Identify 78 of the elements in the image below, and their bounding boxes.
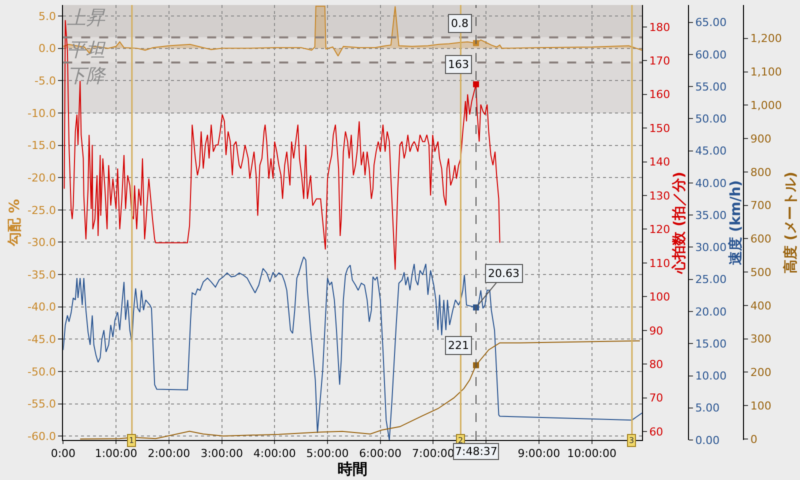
y2-tick-label: 150 (649, 122, 670, 135)
y2-tick-label: 80 (649, 358, 664, 371)
y-tick-label: 0 (750, 432, 758, 446)
y3-tick-label: 65.00 (695, 16, 727, 30)
y-tick-label: -60.0 (28, 430, 56, 443)
y-tick-label: -20.0 (28, 171, 56, 184)
x-axis-title: 時間 (338, 460, 368, 478)
x-tick-label: 10:00:00 (567, 447, 616, 460)
y-tick-label: -35.0 (28, 268, 56, 282)
y-tick-label: 500 (750, 266, 772, 279)
y3-tick-label: 30.00 (695, 241, 727, 254)
y-tick-label: 100 (750, 399, 772, 412)
y-tick-label: 200 (750, 366, 772, 380)
y2-tick-label: 160 (649, 88, 670, 102)
x-tick-label: 4:00:00 (253, 447, 296, 460)
y-tick-label: -50.0 (28, 365, 56, 378)
band-label: 下降 (67, 65, 107, 87)
y-tick-label: -10.0 (28, 106, 56, 120)
x-tick-label: 9:00:00 (518, 447, 560, 460)
y-tick-label: -55.0 (28, 398, 56, 411)
y2-tick-label: 90 (649, 324, 664, 338)
y2-tick-label: 130 (649, 189, 670, 202)
y2-tick-label: 70 (649, 392, 664, 405)
y3-tick-label: 10.00 (695, 370, 727, 383)
y-tick-label: 400 (750, 299, 772, 312)
annotation: 1 (129, 436, 134, 445)
y2-axis-title: 心拍数 (拍／分) (670, 172, 688, 274)
y2-tick-label: 140 (649, 156, 670, 169)
data-label: 221 (448, 339, 469, 352)
y-tick-label: 300 (750, 332, 772, 346)
annotation: 7:48:37 (455, 445, 498, 458)
y3-tick-label: 60.00 (695, 48, 727, 62)
y-tick-label: 5.0 (38, 10, 56, 23)
y2-tick-label: 100 (649, 290, 670, 304)
x-tick-label: 5:00:00 (306, 447, 349, 460)
y-tick-label: 700 (750, 199, 772, 212)
y-tick-label: 1,200 (750, 32, 782, 46)
y-tick-label: -45.0 (28, 333, 56, 346)
y-tick-label: -40.0 (28, 300, 56, 314)
annotation: 2 (458, 436, 464, 445)
y3-tick-label: 25.00 (695, 273, 727, 286)
y-tick-label: -30.0 (28, 236, 56, 250)
x-tick-label: 6:00:00 (359, 447, 402, 460)
y3-tick-label: 5.00 (695, 402, 720, 415)
y2-tick-label: 60 (649, 425, 664, 438)
y-tick-label: 0.0 (38, 42, 56, 56)
y2-tick-label: 170 (649, 54, 670, 68)
y3-tick-label: 50.00 (695, 112, 727, 126)
y3-tick-label: 20.00 (695, 305, 727, 318)
x-tick-label: 7:00:00 (412, 447, 454, 460)
x-tick-label: 1:00:00 (94, 447, 138, 460)
x-tick-label: 0:00 (50, 447, 76, 460)
x-tick-label: 2:00:00 (148, 447, 190, 460)
annotation: 3 (629, 436, 634, 445)
y3-tick-label: 35.00 (695, 208, 727, 222)
y-tick-label: -25.0 (28, 204, 56, 217)
y3-tick-label: 0.00 (695, 434, 720, 447)
y-tick-label: 1,000 (750, 99, 782, 112)
y-tick-label: 800 (750, 166, 772, 179)
y-tick-label: 900 (750, 132, 772, 146)
y3-tick-label: 55.00 (695, 80, 727, 94)
y2-tick-label: 120 (649, 223, 670, 236)
y-axis-title: 勾配 % (7, 199, 24, 247)
y2-tick-label: 110 (649, 256, 670, 270)
y3-tick-label: 15.00 (695, 337, 727, 350)
y-axis-title: 高度 (メートル) (782, 172, 800, 274)
data-label: 20.63 (488, 267, 520, 280)
x-tick-label: 3:00:00 (200, 447, 243, 460)
y2-tick-label: 180 (649, 20, 670, 34)
y-tick-label: 1,100 (750, 66, 782, 79)
y3-tick-label: 40.00 (695, 176, 727, 190)
y-tick-label: -5.0 (34, 74, 56, 88)
data-label: 163 (448, 58, 469, 71)
y3-axis-title: 速度 (km/h) (727, 180, 744, 266)
data-label: 0.8 (451, 17, 468, 30)
y3-tick-label: 45.00 (695, 144, 727, 158)
y-tick-label: 600 (750, 232, 772, 246)
y-tick-label: -15.0 (28, 139, 56, 152)
